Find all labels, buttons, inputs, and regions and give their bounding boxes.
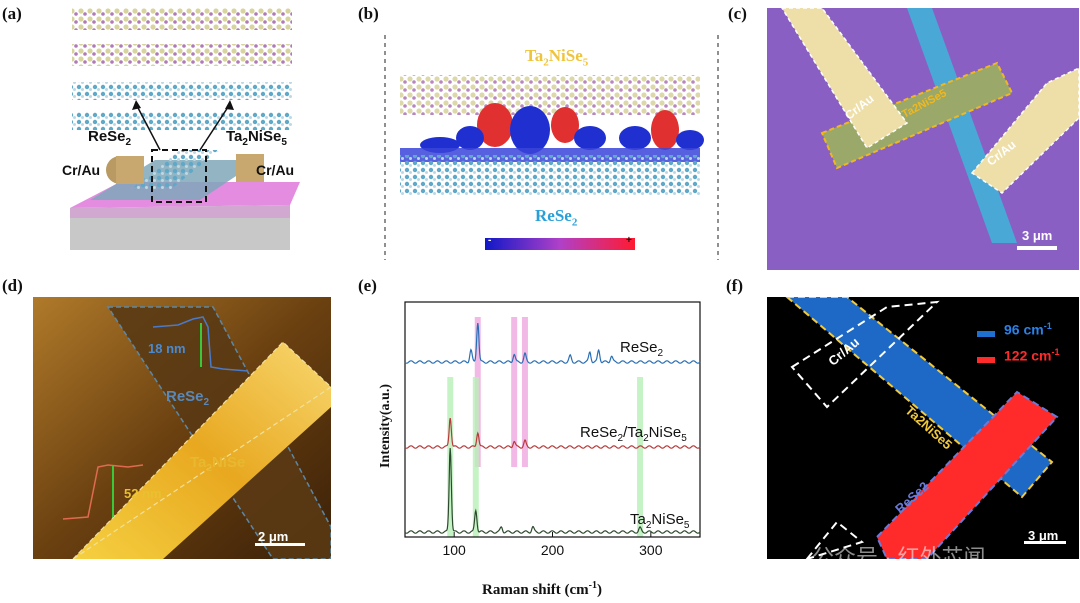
e-ylabel: Intensity(a.u.): [378, 384, 393, 469]
f-legend-122: 122 cm-1: [1004, 347, 1060, 364]
panel-label-c: (c): [728, 4, 747, 23]
panel-b-charge-density: [380, 20, 725, 265]
series-label-0: ReSe2: [620, 339, 664, 359]
charge-density-lobes: [400, 103, 704, 162]
band-pink: [511, 317, 518, 467]
a-ta2nise5-label: Ta2NiSe5: [226, 128, 287, 148]
e-xlabel: Raman shift (cm-1): [482, 580, 602, 598]
legend-red-swatch: [977, 357, 995, 363]
b-top-material: Ta2NiSe5: [525, 46, 589, 69]
series-label-1: ReSe2/Ta2NiSe5: [580, 424, 687, 444]
series-label-2: Ta2NiSe5: [630, 511, 690, 531]
series-line-1: [404, 417, 701, 449]
panel-e-raman-chart: 100 200 300 ReSe2 ReSe2/Ta2NiSe5 Ta2NiSe5: [375, 292, 710, 603]
panel-label-f: (f): [726, 276, 743, 295]
a-contact-right: Cr/Au: [256, 162, 295, 178]
f-scalebar-label: 3 μm: [1028, 528, 1059, 543]
panel-label-b: (b): [358, 4, 379, 23]
raman-spectra: 100 200 300 ReSe2 ReSe2/Ta2NiSe5 Ta2NiSe5: [404, 301, 701, 558]
d-height-52: 52 nm: [124, 486, 162, 501]
d-ta2nise-label: Ta2NiSe: [190, 454, 246, 474]
x-tick-label: 200: [541, 542, 565, 558]
b-scale-plus: +: [626, 235, 632, 246]
x-tick-label: 100: [442, 542, 466, 558]
f-legend-96: 96 cm-1: [1004, 321, 1052, 338]
watermark-text: 公众号 · 红外芯闻: [812, 545, 986, 570]
legend-blue-swatch: [977, 331, 995, 337]
b-bottom-material: ReSe2: [535, 206, 578, 229]
series-line-2: [404, 448, 701, 534]
band-green: [472, 377, 479, 537]
panel-a-schematic: [60, 0, 310, 265]
band-pink: [521, 317, 528, 467]
panel-label-e: (e): [358, 276, 377, 295]
panel-label-a: (a): [2, 4, 22, 23]
panel-label-d: (d): [2, 276, 23, 295]
panel-d-afm-image: [33, 297, 331, 559]
a-contact-left: Cr/Au: [62, 162, 101, 178]
heterostructure-schematic: [70, 8, 300, 250]
b-scale-minus: -: [488, 235, 492, 246]
series-line-0: [404, 323, 701, 364]
d-scalebar-label: 2 μm: [258, 529, 289, 544]
c-scalebar-label: 3 μm: [1022, 228, 1053, 243]
d-height-18: 18 nm: [148, 341, 186, 356]
d-rese2-label: ReSe2: [166, 388, 210, 408]
x-tick-label: 300: [639, 542, 663, 558]
color-scale-bar: [485, 238, 635, 250]
panel-f-raman-map: [767, 297, 1079, 559]
band-green: [637, 377, 644, 537]
a-rese2-label: ReSe2: [88, 128, 132, 148]
panel-c-optical-image: [767, 8, 1079, 270]
